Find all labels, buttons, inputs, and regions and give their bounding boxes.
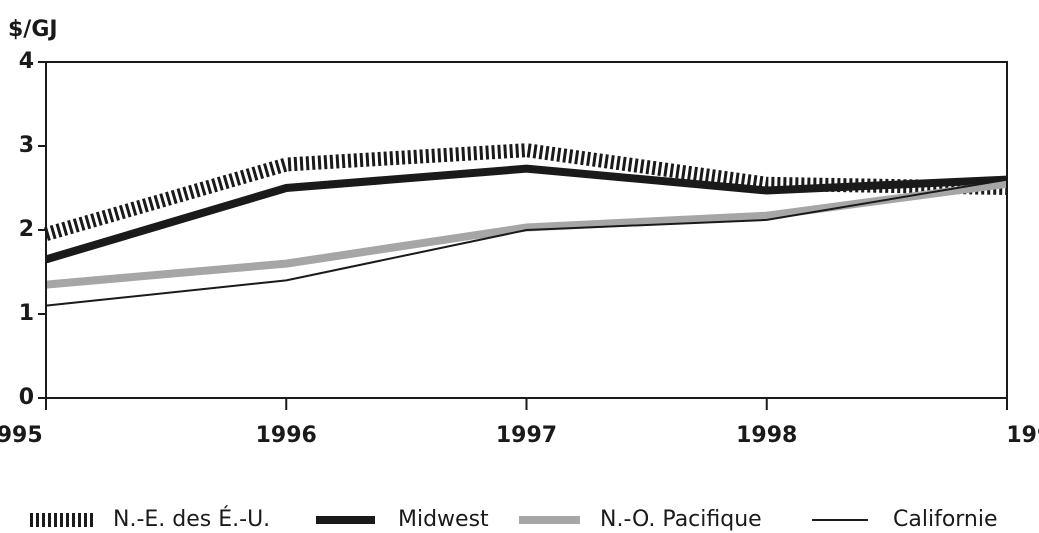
- x-tick-label: 1996: [256, 423, 317, 448]
- x-tick-label: 1999: [1006, 423, 1039, 448]
- series-line: [44, 143, 1008, 241]
- series-line: [44, 164, 1008, 264]
- legend-label: N.-O. Pacifique: [600, 507, 762, 532]
- series-line: [45, 178, 1008, 307]
- series-line: [45, 179, 1008, 289]
- y-tick-label: 4: [19, 49, 34, 74]
- y-axis-label: $/GJ: [8, 17, 58, 42]
- x-tick-label: 1998: [736, 423, 797, 448]
- legend-label: Midwest: [398, 507, 489, 532]
- y-tick-label: 3: [19, 133, 34, 158]
- y-tick-label: 0: [19, 385, 34, 410]
- y-tick-label: 2: [19, 217, 34, 242]
- legend-label: N.-E. des É.-U.: [113, 506, 270, 532]
- x-tick-label: 1995: [0, 423, 43, 448]
- y-tick-label: 1: [19, 301, 34, 326]
- legend-label: Californie: [893, 507, 998, 532]
- x-tick-label: 1997: [496, 423, 557, 448]
